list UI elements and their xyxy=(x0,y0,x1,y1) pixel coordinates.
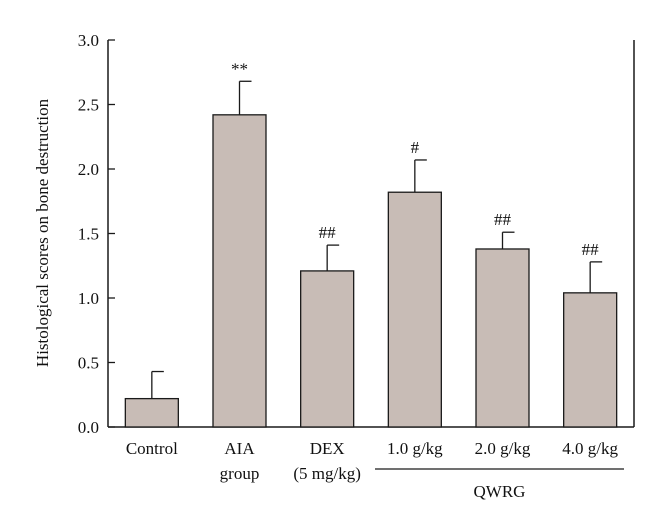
bar xyxy=(124,397,179,428)
x-tick-label: Control xyxy=(126,439,178,458)
y-tick-label: 0.5 xyxy=(78,354,99,373)
bar xyxy=(387,191,442,428)
significance-label: ## xyxy=(494,210,512,229)
significance-label: ** xyxy=(231,59,248,78)
y-tick-label: 1.5 xyxy=(78,225,99,244)
y-tick-label: 3.0 xyxy=(78,31,99,50)
x-tick-label: DEX xyxy=(310,439,345,458)
x-tick-label: group xyxy=(220,464,260,483)
y-axis-label: Histological scores on bone destruction xyxy=(33,98,52,367)
x-tick-label: 2.0 g/kg xyxy=(475,439,531,458)
axes xyxy=(107,39,635,470)
bars xyxy=(124,80,618,428)
labels: 0.00.51.01.52.02.53.0Control**AIAgroup##… xyxy=(78,31,619,501)
x-tick-label: 4.0 g/kg xyxy=(562,439,618,458)
significance-label: # xyxy=(411,138,420,157)
y-tick-label: 1.0 xyxy=(78,289,99,308)
x-tick-label: AIA xyxy=(224,439,255,458)
x-tick-label: (5 mg/kg) xyxy=(293,464,361,483)
significance-label: ## xyxy=(582,240,600,259)
bar xyxy=(300,270,355,428)
significance-label: ## xyxy=(319,223,337,242)
y-tick-label: 0.0 xyxy=(78,418,99,437)
bar xyxy=(475,248,530,428)
x-tick-label: 1.0 g/kg xyxy=(387,439,443,458)
y-tick-label: 2.5 xyxy=(78,96,99,115)
group-label: QWRG xyxy=(474,482,526,501)
y-tick-label: 2.0 xyxy=(78,160,99,179)
bar xyxy=(212,114,267,428)
bar xyxy=(563,292,618,428)
